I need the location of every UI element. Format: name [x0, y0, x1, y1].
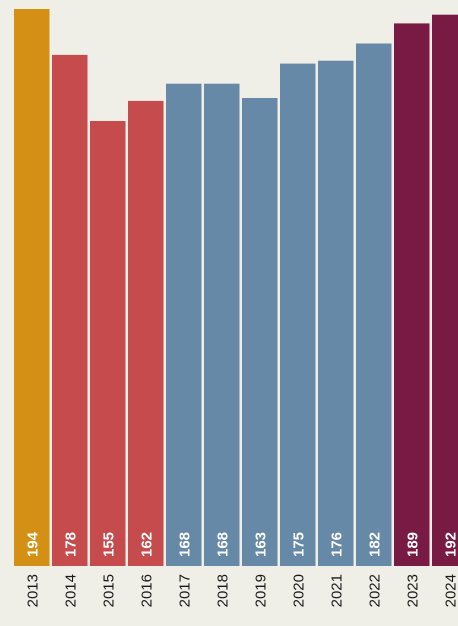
bar-value-label-2023: 189: [404, 532, 421, 557]
bar-2019: [242, 98, 278, 566]
x-tick-label-2013: 2013: [24, 574, 41, 607]
x-tick-label-2023: 2023: [404, 574, 421, 607]
bar-2020: [280, 63, 316, 566]
bar-value-label-2020: 175: [290, 532, 307, 557]
bar-value-label-2021: 176: [328, 532, 345, 557]
x-tick-labels-group: 2013 2014 2015 2016 2017 2018 2019 2020 2021 2022…: [24, 574, 458, 607]
bar-value-label-2014: 178: [62, 532, 79, 557]
bar-2017: [166, 83, 202, 566]
value-labels-group: 194 178 155 162 168 168 163 175 176 182 189 192: [24, 531, 458, 557]
bar-value-label-2019: 163: [252, 532, 269, 557]
x-tick-label-2018: 2018: [214, 574, 231, 607]
x-tick-label-2017: 2017: [176, 574, 193, 607]
bars-group: [14, 9, 458, 567]
x-tick-label-2015: 2015: [100, 574, 117, 607]
x-tick-label-2020: 2020: [290, 574, 307, 607]
bar-2015: [90, 121, 126, 566]
bar-2021: [318, 60, 354, 566]
x-tick-label-2014: 2014: [62, 574, 79, 607]
bar-value-label-2018: 168: [214, 532, 231, 557]
bar-value-label-2016: 162: [138, 532, 155, 557]
bar-2018: [204, 83, 240, 566]
bar-value-label-2022: 182: [366, 532, 383, 557]
bar-value-label-2024: 192: [442, 532, 458, 557]
bar-value-label-2017: 168: [176, 532, 193, 557]
x-tick-label-2024: 2024: [442, 574, 458, 607]
x-tick-label-2016: 2016: [138, 574, 155, 607]
x-tick-label-2021: 2021: [328, 574, 345, 607]
bar-2013: [14, 9, 50, 566]
bar-2024: [432, 14, 458, 566]
bar-2016: [128, 100, 164, 567]
x-tick-label-2019: 2019: [252, 574, 269, 607]
bar-value-label-2013: 194: [24, 531, 41, 557]
bar-2014: [52, 54, 88, 567]
bar-value-label-2015: 155: [100, 532, 117, 557]
bar-2023: [394, 23, 430, 566]
bar-2022: [356, 43, 392, 566]
x-tick-label-2022: 2022: [366, 574, 383, 607]
